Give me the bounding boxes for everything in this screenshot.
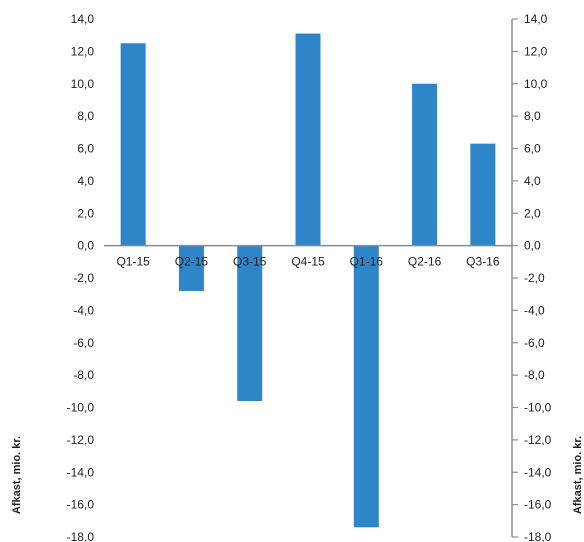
x-tick-label: Q2-15 bbox=[175, 255, 209, 269]
bar-q2-15 bbox=[178, 245, 204, 291]
right-y-tick-label: -10,0 bbox=[524, 401, 552, 415]
left-y-tick-label: -6,0 bbox=[73, 336, 94, 350]
right-y-tick-label: -4,0 bbox=[524, 303, 545, 317]
bar-q3-16 bbox=[470, 143, 496, 246]
right-y-tick-label: 8,0 bbox=[524, 109, 541, 123]
left-y-tick-label: 0,0 bbox=[77, 239, 94, 253]
right-y-tick-label: -8,0 bbox=[524, 368, 545, 382]
right-y-tick-label: 6,0 bbox=[524, 142, 541, 156]
bars-group bbox=[120, 33, 496, 528]
right-y-tick-label: 2,0 bbox=[524, 206, 541, 220]
bar-q4-15 bbox=[295, 33, 321, 246]
right-y-tick-label: -12,0 bbox=[524, 433, 552, 447]
right-y-axis-title: Afkast, mio. kr. bbox=[572, 436, 584, 514]
right-y-tick-label: -18,0 bbox=[524, 530, 552, 542]
right-y-tick-label: -6,0 bbox=[524, 336, 545, 350]
bar-q1-16 bbox=[353, 245, 379, 528]
left-y-tick-label: -10,0 bbox=[67, 401, 95, 415]
left-y-tick-label: 14,0 bbox=[71, 12, 95, 26]
left-y-axis-title: Afkast, mio. kr. bbox=[11, 436, 23, 514]
right-y-tick-labels: 14,0 12,0 10,0 8,0 6,0 4,0 2,0 0,0 -2,0 -4,0 -6,0 -… bbox=[524, 12, 552, 542]
left-y-tick-label: 6,0 bbox=[77, 142, 94, 156]
x-tick-label: Q3-16 bbox=[466, 255, 500, 269]
left-y-tick-labels: 14,0 12,0 10,0 8,0 6,0 4,0 2,0 0,0 -2,0 -4,0 -6,0 -… bbox=[67, 12, 95, 542]
left-y-tick-label: 12,0 bbox=[71, 44, 95, 58]
left-y-tick-label: -4,0 bbox=[73, 303, 94, 317]
right-y-tick-label: -14,0 bbox=[524, 465, 552, 479]
left-y-tick-label: 8,0 bbox=[77, 109, 94, 123]
right-y-tick-label: 14,0 bbox=[524, 12, 548, 26]
x-tick-label: Q4-15 bbox=[291, 255, 325, 269]
right-y-tick-label: -16,0 bbox=[524, 498, 552, 512]
right-y-tick-label: 0,0 bbox=[524, 239, 541, 253]
right-y-axis bbox=[511, 18, 518, 538]
left-y-tick-label: -12,0 bbox=[67, 433, 95, 447]
right-y-tick-label: 12,0 bbox=[524, 44, 548, 58]
x-category-labels: Q1-15 Q2-15 Q3-15 Q4-15 Q1-16 Q2-16 Q3-16 bbox=[116, 255, 499, 269]
right-y-tick-label: 10,0 bbox=[524, 77, 548, 91]
right-y-tick-label: 4,0 bbox=[524, 174, 541, 188]
bar-q1-15 bbox=[120, 43, 146, 246]
left-y-tick-label: -8,0 bbox=[73, 368, 94, 382]
x-tick-label: Q1-16 bbox=[350, 255, 384, 269]
right-y-tick-label: -2,0 bbox=[524, 271, 545, 285]
bar-q2-16 bbox=[412, 83, 438, 246]
left-y-tick-label: -16,0 bbox=[67, 498, 95, 512]
left-y-tick-label: -2,0 bbox=[73, 271, 94, 285]
left-y-tick-label: -14,0 bbox=[67, 465, 95, 479]
x-tick-label: Q2-16 bbox=[408, 255, 442, 269]
x-tick-label: Q3-15 bbox=[233, 255, 267, 269]
x-tick-label: Q1-15 bbox=[116, 255, 150, 269]
bar-q3-15 bbox=[237, 245, 263, 402]
left-y-tick-label: 10,0 bbox=[71, 77, 95, 91]
left-y-tick-label: 4,0 bbox=[77, 174, 94, 188]
left-y-tick-label: 2,0 bbox=[77, 206, 94, 220]
left-y-tick-label: -18,0 bbox=[67, 530, 95, 542]
